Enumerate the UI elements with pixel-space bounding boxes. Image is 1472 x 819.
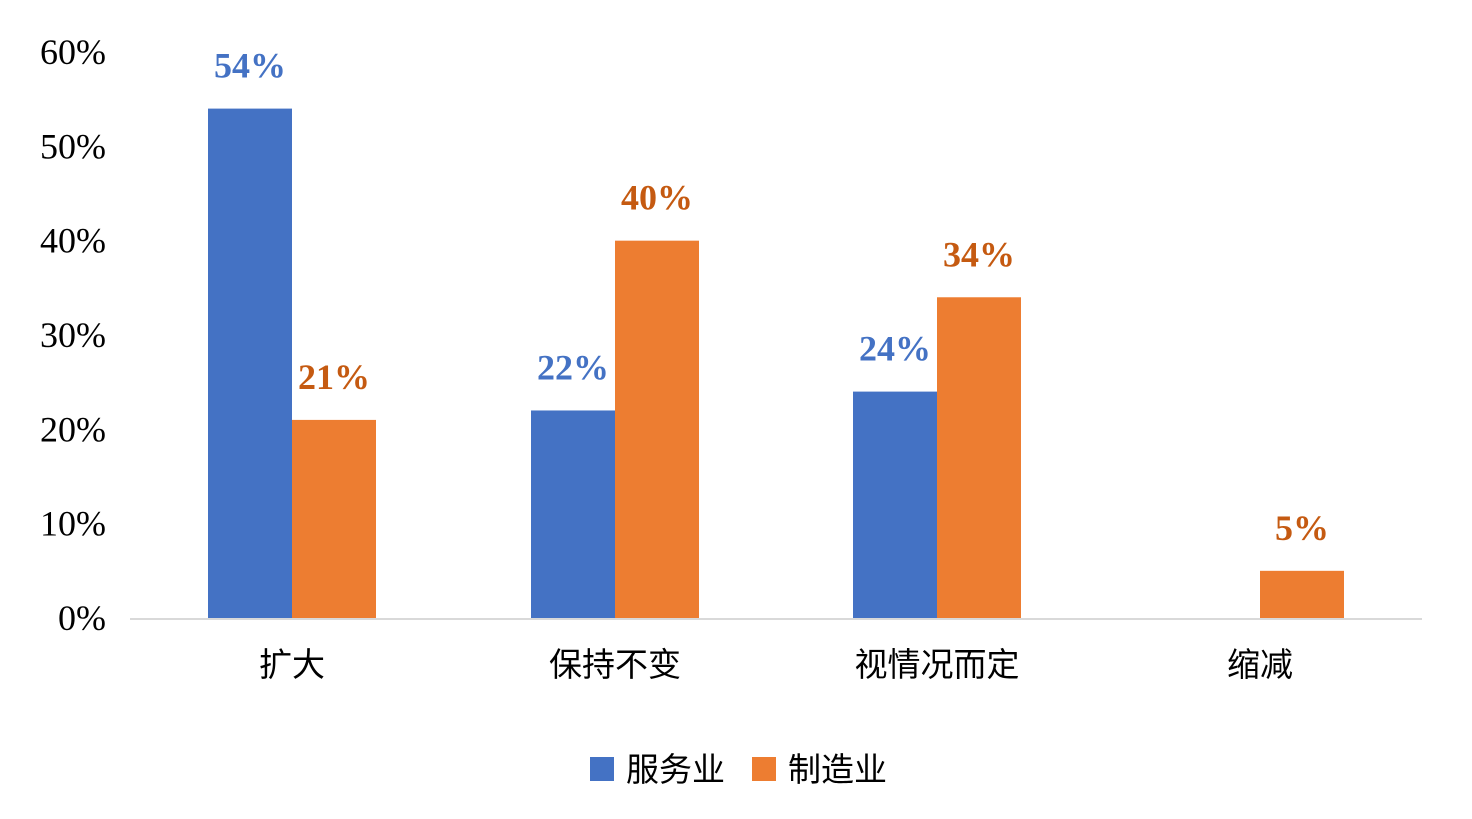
y-tick-label: 50%: [40, 126, 106, 166]
bar-services: [208, 108, 292, 618]
data-label: 5%: [1275, 508, 1329, 548]
data-label: 21%: [298, 357, 370, 397]
y-tick-label: 20%: [40, 409, 106, 449]
x-axis: 扩大 保持不变 视情况而定 缩减: [259, 645, 1293, 684]
bars: [208, 108, 1344, 618]
y-axis: 0% 10% 20% 30% 40% 50% 60%: [40, 32, 106, 638]
data-label: 22%: [537, 347, 609, 387]
x-tick-label: 缩减: [1227, 645, 1293, 684]
y-tick-label: 0%: [58, 598, 106, 638]
legend: 服务业 制造业: [590, 750, 887, 789]
legend-swatch: [590, 757, 614, 781]
y-tick-label: 10%: [40, 504, 106, 544]
y-tick-label: 60%: [40, 32, 106, 72]
legend-label: 制造业: [788, 750, 887, 789]
y-tick-label: 30%: [40, 315, 106, 355]
bar-manufacturing: [1260, 570, 1344, 618]
data-label: 34%: [943, 234, 1015, 274]
bar-services: [853, 391, 937, 618]
y-tick-label: 40%: [40, 221, 106, 261]
legend-label: 服务业: [626, 750, 725, 789]
bar-manufacturing: [292, 419, 376, 618]
x-tick-label: 视情况而定: [855, 645, 1020, 684]
data-labels: 54% 22% 24% 21% 40% 34% 5%: [214, 46, 1329, 548]
bar-manufacturing: [615, 240, 699, 618]
legend-swatch: [752, 757, 776, 781]
data-label: 40%: [621, 178, 693, 218]
x-tick-label: 扩大: [259, 645, 325, 684]
bar-manufacturing: [937, 297, 1021, 618]
data-label: 54%: [214, 46, 286, 86]
bar-services: [531, 410, 615, 618]
data-label: 24%: [859, 329, 931, 369]
x-tick-label: 保持不变: [549, 645, 681, 684]
